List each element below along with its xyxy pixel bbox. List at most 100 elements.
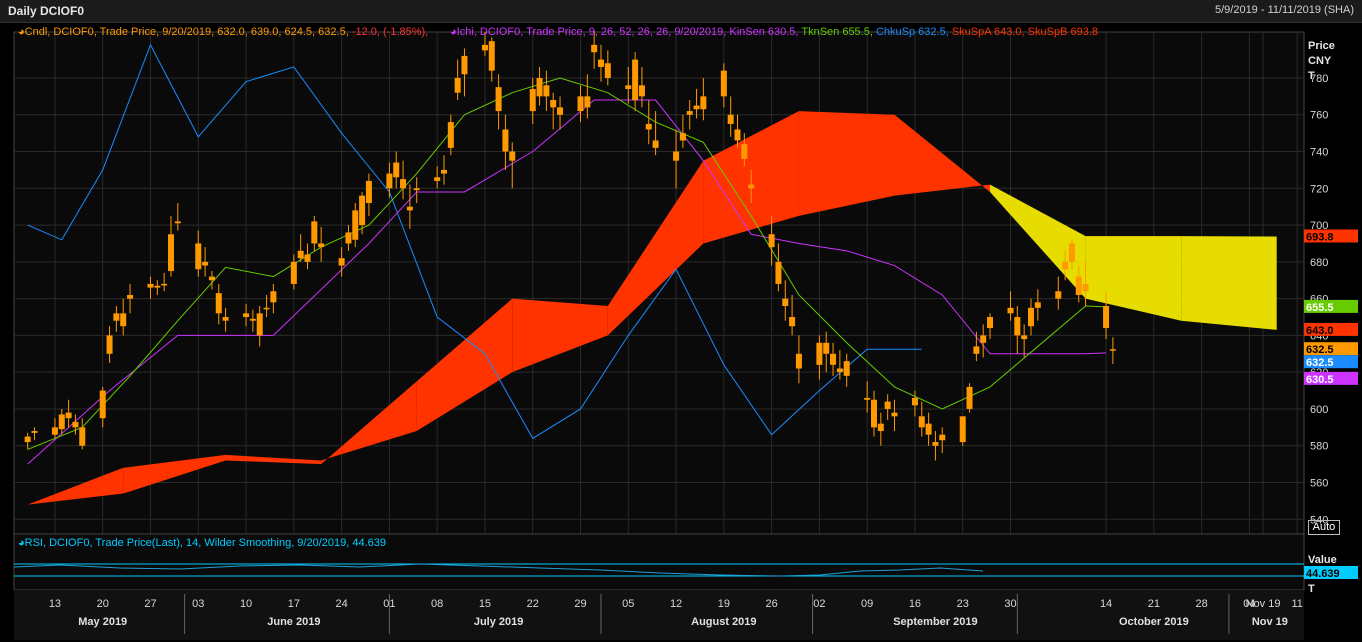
day-tick-label: 22 <box>527 598 539 610</box>
kumo-segment <box>798 111 895 216</box>
candle-body <box>263 307 270 310</box>
month-label: May 2019 <box>78 616 127 628</box>
rsi-legend: ◕RSI, DCIOF0, Trade Price(Last), 14, Wil… <box>18 537 386 549</box>
day-tick-label: 11 <box>1291 598 1302 610</box>
candle-body <box>939 434 946 441</box>
tenkan-sen-line <box>27 77 1107 450</box>
candle-body <box>973 346 980 354</box>
candle-body <box>686 111 693 115</box>
candle-body <box>673 151 680 161</box>
month-label: September 2019 <box>893 616 977 628</box>
chkusp-legend: ChkuSp 632.5, <box>875 26 949 38</box>
candle-body <box>222 317 229 321</box>
candle-body <box>768 234 775 248</box>
candlesticks <box>24 30 1116 461</box>
day-tick-label: 02 <box>813 598 825 610</box>
price-tick-label: 680 <box>1310 257 1328 269</box>
candle-body <box>174 221 181 224</box>
candle-body <box>406 206 413 211</box>
price-tag-label: 643.0 <box>1306 325 1334 337</box>
chart-canvas: 540560580600620640660680700720740760780 … <box>13 30 1358 640</box>
price-tick-label: 700 <box>1310 220 1328 232</box>
price-tag <box>1304 371 1358 385</box>
candle-body <box>167 234 174 272</box>
month-label: August 2019 <box>691 616 756 628</box>
candle-body <box>502 129 509 152</box>
candle-body <box>202 261 209 266</box>
candle-body <box>591 44 598 53</box>
candle-body <box>925 423 932 435</box>
price-tag <box>1304 342 1358 356</box>
candle-body <box>966 386 973 409</box>
kumo-segment <box>1085 236 1182 321</box>
candle-body <box>24 436 31 443</box>
price-tick-label: 760 <box>1310 110 1328 122</box>
price-tag <box>1304 322 1358 336</box>
day-tick-label: 26 <box>765 598 777 610</box>
day-tick-labels: 13 20 27 03 10 17 24 01 08 15 22 29 05 12 19 26 02 09 16 23… <box>49 598 1303 610</box>
candle-body <box>877 423 884 432</box>
candle-body <box>987 317 994 329</box>
candle-body <box>775 261 782 284</box>
day-tick-label: 04 <box>1243 598 1255 610</box>
candle-body <box>734 129 741 141</box>
candle-body <box>652 140 659 148</box>
price-tick-label: 740 <box>1310 147 1328 159</box>
candle-body <box>488 41 495 71</box>
candle-body <box>884 401 891 409</box>
candle-body <box>597 59 604 67</box>
kumo-segment <box>321 381 417 465</box>
candle-body <box>543 85 550 97</box>
candle-body <box>79 427 86 446</box>
candle-body <box>1021 335 1028 340</box>
candle-body <box>215 293 222 314</box>
candle-body <box>604 63 611 78</box>
candle-body <box>1109 349 1116 351</box>
candle-body <box>454 77 461 93</box>
candle-body <box>959 416 966 443</box>
candle-body <box>584 96 591 108</box>
price-tick-label: 780 <box>1310 73 1328 85</box>
candle-body <box>509 151 516 161</box>
kijun-sen-line <box>27 99 1107 465</box>
day-tick-label: 08 <box>431 598 443 610</box>
candle-body <box>1014 317 1021 336</box>
candle-body <box>625 85 632 90</box>
kumo-segment <box>1181 236 1277 330</box>
ichimoku-legend-prefix: Ichi, DCIOF0, Trade Price, 9, 26, 52, 26… <box>456 26 727 38</box>
candle-body <box>400 179 407 189</box>
candle-body <box>638 85 645 97</box>
candle-body <box>1068 243 1075 262</box>
rsi-legend-icon: ◕ <box>18 537 25 549</box>
candle-body <box>1075 276 1082 295</box>
candle-body <box>1034 302 1041 308</box>
price-tick-label: 560 <box>1310 478 1328 490</box>
candle-body <box>161 283 168 286</box>
candle-body <box>741 144 748 159</box>
candle-body <box>311 221 318 244</box>
candle-body <box>789 317 796 327</box>
candle-body <box>359 195 366 226</box>
day-tick-label: 30 <box>1004 598 1016 610</box>
candle-body <box>393 162 400 178</box>
price-tick-labels: 540560580600620640660680700720740760780 <box>1310 73 1328 526</box>
price-axis-title: Price <box>1308 40 1335 52</box>
price-tag-label: 630.5 <box>1306 374 1334 386</box>
candle-body <box>106 335 113 354</box>
candle-body <box>727 114 734 124</box>
day-tick-label: 24 <box>335 598 347 610</box>
candle-body <box>99 390 106 419</box>
candle-body <box>1027 307 1034 327</box>
candle-body <box>208 276 215 281</box>
candle-body <box>918 416 925 428</box>
candle-body <box>345 232 352 244</box>
candle-body <box>816 342 823 365</box>
auto-scale-button[interactable]: Auto <box>1308 520 1340 535</box>
kumo-segment <box>512 298 608 373</box>
candle-body <box>891 412 898 417</box>
price-tick-label: 720 <box>1310 183 1328 195</box>
chart-title: Daily DCIOF0 <box>8 4 85 18</box>
rsi-legend-text: RSI, DCIOF0, Trade Price(Last), 14, Wild… <box>24 537 386 549</box>
day-tick-label: 03 <box>192 598 204 610</box>
candle-body <box>51 427 58 435</box>
